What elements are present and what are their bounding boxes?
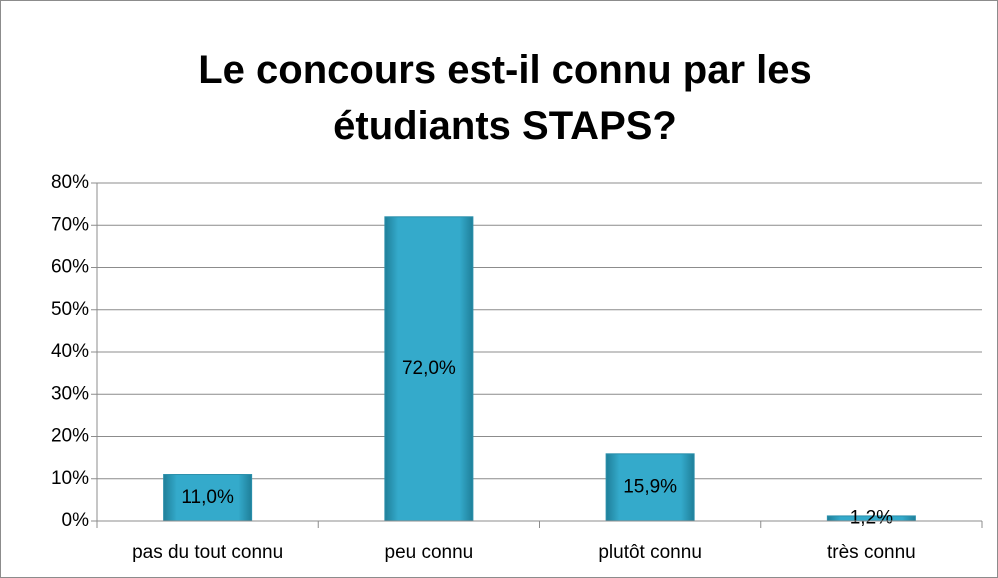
bar	[163, 474, 253, 522]
data-label: 1,2%	[850, 507, 893, 528]
y-tick-label: 60%	[51, 257, 89, 278]
x-tick-label: plutôt connu	[598, 542, 702, 563]
bar	[384, 216, 474, 522]
y-tick-label: 30%	[51, 383, 89, 404]
data-label: 11,0%	[181, 487, 234, 508]
y-tick-label: 10%	[51, 468, 89, 489]
y-tick-label: 40%	[51, 341, 89, 362]
bar	[605, 453, 695, 522]
chart-title: Le concours est-il connu par les étudian…	[198, 48, 812, 148]
y-tick-label: 50%	[51, 299, 89, 320]
y-tick-label: 70%	[51, 214, 89, 235]
y-tick-label: 0%	[62, 510, 90, 531]
x-tick-label: très connu	[827, 542, 916, 563]
data-label: 72,0%	[402, 358, 456, 379]
x-tick-label: peu connu	[385, 542, 474, 563]
y-tick-label: 20%	[51, 426, 89, 447]
x-tick-label: pas du tout connu	[132, 542, 283, 563]
data-label: 15,9%	[623, 476, 677, 497]
y-tick-label: 80%	[51, 172, 89, 193]
